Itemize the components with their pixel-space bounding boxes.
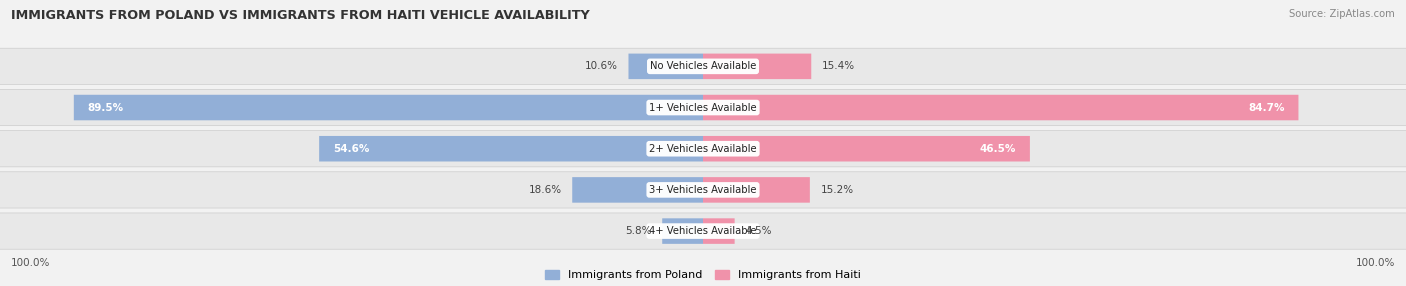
Text: IMMIGRANTS FROM POLAND VS IMMIGRANTS FROM HAITI VEHICLE AVAILABILITY: IMMIGRANTS FROM POLAND VS IMMIGRANTS FRO…: [11, 9, 591, 21]
FancyBboxPatch shape: [703, 136, 1029, 162]
Text: 4+ Vehicles Available: 4+ Vehicles Available: [650, 226, 756, 236]
FancyBboxPatch shape: [703, 95, 1299, 120]
FancyBboxPatch shape: [703, 218, 734, 244]
FancyBboxPatch shape: [73, 95, 703, 120]
Text: 10.6%: 10.6%: [585, 61, 619, 71]
FancyBboxPatch shape: [0, 90, 1406, 126]
FancyBboxPatch shape: [0, 131, 1406, 167]
Text: 4.5%: 4.5%: [745, 226, 772, 236]
Legend: Immigrants from Poland, Immigrants from Haiti: Immigrants from Poland, Immigrants from …: [546, 270, 860, 281]
Text: 2+ Vehicles Available: 2+ Vehicles Available: [650, 144, 756, 154]
Text: 18.6%: 18.6%: [529, 185, 562, 195]
FancyBboxPatch shape: [0, 213, 1406, 249]
FancyBboxPatch shape: [0, 48, 1406, 84]
FancyBboxPatch shape: [319, 136, 703, 162]
Text: Source: ZipAtlas.com: Source: ZipAtlas.com: [1289, 9, 1395, 19]
FancyBboxPatch shape: [662, 218, 703, 244]
FancyBboxPatch shape: [703, 177, 810, 203]
Text: 46.5%: 46.5%: [980, 144, 1015, 154]
Text: 5.8%: 5.8%: [626, 226, 652, 236]
Text: 54.6%: 54.6%: [333, 144, 370, 154]
FancyBboxPatch shape: [628, 53, 703, 79]
Text: 84.7%: 84.7%: [1249, 103, 1285, 112]
FancyBboxPatch shape: [572, 177, 703, 203]
Text: No Vehicles Available: No Vehicles Available: [650, 61, 756, 71]
Text: 89.5%: 89.5%: [87, 103, 124, 112]
Text: 15.2%: 15.2%: [821, 185, 853, 195]
Text: 100.0%: 100.0%: [11, 258, 51, 268]
FancyBboxPatch shape: [0, 172, 1406, 208]
Text: 1+ Vehicles Available: 1+ Vehicles Available: [650, 103, 756, 112]
FancyBboxPatch shape: [703, 53, 811, 79]
Text: 3+ Vehicles Available: 3+ Vehicles Available: [650, 185, 756, 195]
Text: 15.4%: 15.4%: [821, 61, 855, 71]
Text: 100.0%: 100.0%: [1355, 258, 1395, 268]
